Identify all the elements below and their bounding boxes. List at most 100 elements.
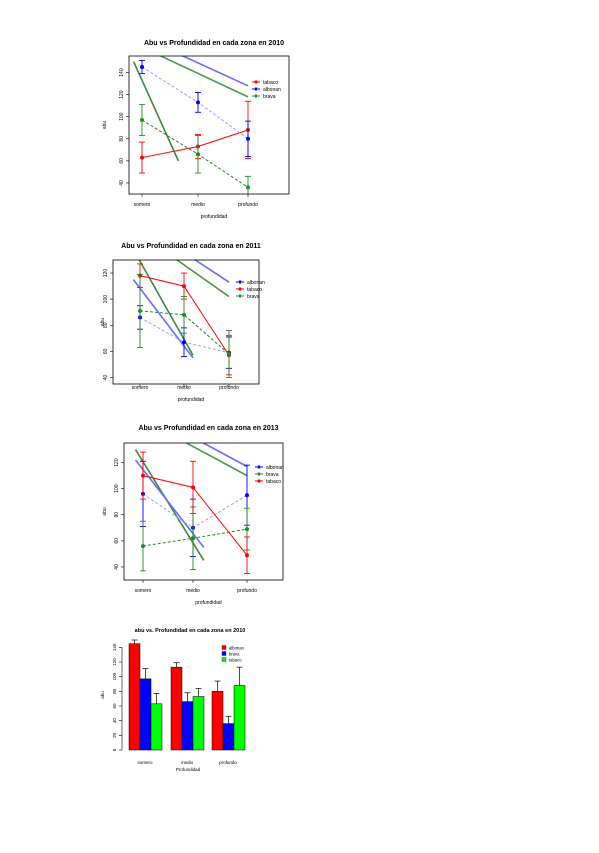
data-point [140,155,144,160]
data-point [191,485,195,490]
plot-frame [112,259,260,385]
bar [150,703,163,751]
legend-swatch [221,651,227,656]
trend-line [138,260,194,356]
data-point [245,493,249,498]
x-tick-label: somero [132,385,149,391]
y-tick-label: 140 [112,643,117,651]
trend-line [175,260,230,298]
legend-label: tabaco [266,479,281,485]
legend-marker [257,465,261,469]
y-tick-label: 140 [119,68,125,77]
y-axis-label: abu [100,691,105,699]
trend-line [134,449,205,561]
legend-label: albonan [247,280,265,286]
legend-label: tabaco [229,658,242,663]
x-tick-label: medio [177,385,191,391]
series-line-brava [142,528,248,547]
chart-title: abu vs. Profundidad en cada zona en 2010 [135,628,246,634]
x-axis-label: profundidad [195,600,222,606]
data-point [196,152,200,157]
chart-panel-4: somero medio profundo 0 20 40 60 80 100 120 140 abu… [100,628,245,772]
y-tick-label: 100 [103,295,109,304]
y-tick-label: 80 [114,512,120,518]
data-point [141,473,145,478]
legend-label: albonan [266,465,284,471]
x-tick-label: profundo [237,588,257,594]
y-tick-label: 60 [103,348,109,354]
data-point [246,185,250,190]
legend-label: albonan [229,646,245,651]
data-point [191,536,195,541]
legend-label: brava [229,652,240,657]
trend-line [193,260,230,283]
data-point [245,527,249,532]
chart-panel-3: Abu vs Profundidad en cada zona en 2013 p… [102,425,284,606]
y-tick-label: 40 [112,718,117,724]
y-tick-label: 80 [103,322,109,328]
data-point [246,136,250,141]
chart-panel-1: Abu vs Profundidad en cada zona en 2010 p… [102,40,290,220]
bar [181,701,194,751]
legend-label: brava [263,94,276,100]
x-tick-label: somero [134,202,151,208]
y-tick-label: 40 [103,374,109,380]
y-tick-label: 60 [119,158,125,164]
series-line-brava [141,119,249,188]
legend-marker [254,80,258,84]
chart-title: Abu vs Profundidad en cada zona en 2011 [121,243,261,250]
x-axis-label: Profundidad [176,767,201,772]
x-tick-label: profundo [219,385,239,391]
x-tick-label: medio [191,202,205,208]
data-point [141,544,145,549]
bar [170,666,183,751]
x-tick-label: profundo [238,202,258,208]
legend-marker [257,479,261,483]
x-tick-label: profundo [219,760,237,765]
y-axis-label: abu [102,507,108,516]
data-point [182,340,186,345]
chart-title: Abu vs Profundidad en cada zona en 2013 [138,425,278,432]
y-tick-label: 100 [112,672,117,680]
y-tick-label: 20 [112,732,117,738]
trend-line [181,56,249,87]
y-tick-label: 120 [119,90,125,99]
bar [139,678,152,751]
data-point [196,100,200,105]
chart-title: Abu vs Profundidad en cada zona en 2010 [144,40,284,47]
data-point [138,308,142,313]
x-tick-label: medio [186,588,200,594]
chart-panel-2: Abu vs Profundidad en cada zona en 2011 p… [100,243,265,403]
y-tick-label: 120 [103,269,109,278]
x-tick-label: somero [135,588,152,594]
y-tick-label: 40 [114,564,120,570]
bar [211,691,224,751]
trend-line [158,56,249,98]
trend-line [132,279,194,359]
legend-swatch [221,645,227,650]
y-tick-label: 60 [112,703,117,709]
data-point [182,312,186,317]
y-tick-label: 120 [112,658,117,666]
legend-label: albonan [263,87,281,93]
trend-line [134,459,205,548]
y-tick-label: 80 [112,688,117,694]
y-tick-label: 120 [114,458,120,467]
legend-label: brava [266,472,279,478]
trend-line [201,443,248,468]
trend-line [184,443,248,477]
y-tick-label: 80 [119,136,125,142]
bar [233,685,246,751]
legend-label: tabaco [263,80,278,86]
data-point [140,118,144,123]
y-tick-label: 60 [114,538,120,544]
data-point [245,553,249,558]
bar [128,643,141,751]
x-axis-label: profundidad [201,214,228,220]
trend-line [132,61,180,162]
y-axis-label: abu [100,318,106,327]
legend-swatch [221,657,227,662]
x-axis-label: profundidad [178,397,205,403]
legend-marker [257,472,261,476]
